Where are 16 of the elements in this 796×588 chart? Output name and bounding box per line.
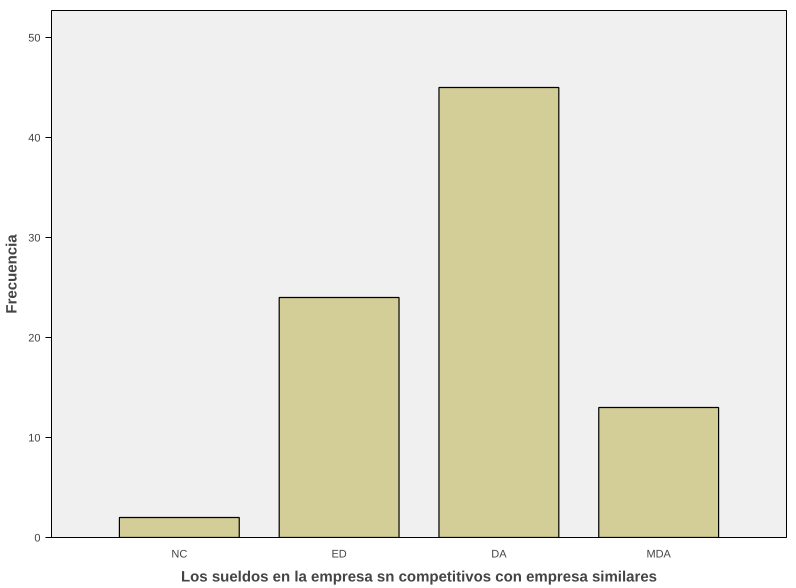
y-tick-label: 30 [28,232,41,244]
x-tick-label: ED [331,548,347,560]
y-tick-label: 10 [28,432,41,444]
x-axis-title: Los sueldos en la empresa sn competitivos con empresa similares [180,568,658,586]
y-tick-label: 40 [28,132,41,144]
y-axis-title: Frecuencia [3,234,20,314]
y-tick-label: 50 [28,32,41,44]
bar [118,516,240,538]
x-tick-label: MDA [646,548,672,560]
bar [278,296,400,538]
x-tick-label: NC [171,548,188,560]
x-tick-label: DA [491,548,508,560]
y-tick-label: 0 [34,532,41,544]
y-tick-label: 20 [28,332,41,344]
bar [438,86,560,538]
bar [598,406,720,538]
